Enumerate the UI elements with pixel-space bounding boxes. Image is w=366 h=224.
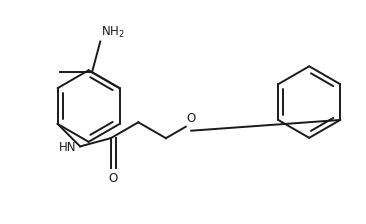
Text: NH$_2$: NH$_2$ (101, 24, 125, 40)
Text: O: O (187, 112, 196, 125)
Text: HN: HN (59, 141, 76, 154)
Text: O: O (109, 172, 118, 185)
